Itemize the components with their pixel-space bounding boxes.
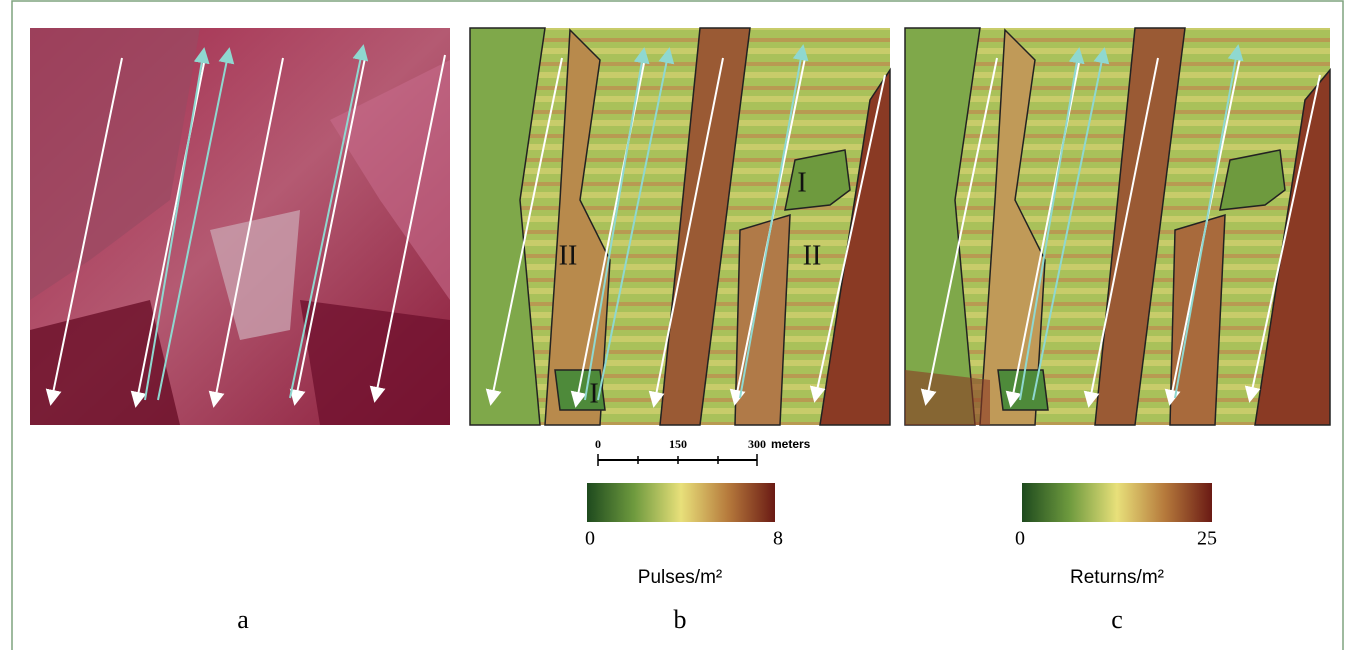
panel-label: b: [674, 605, 687, 634]
scale-tick: 0: [595, 437, 601, 451]
panel-c-image: [904, 27, 1331, 426]
colorbar-unit: Returns/m²: [1070, 567, 1164, 588]
colorbar-c: 0 25 Returns/m²: [1015, 483, 1217, 588]
panel-b-image: II I II I: [469, 27, 891, 426]
colorbar-max: 8: [773, 528, 783, 550]
colorbar-min: 0: [585, 528, 595, 550]
scale-tick: 300: [748, 437, 766, 451]
zone-label: I: [589, 378, 598, 409]
zone-label: II: [803, 240, 822, 271]
scale-tick: 150: [669, 437, 687, 451]
frame: [11, 0, 1344, 655]
zone-label: II: [559, 240, 578, 271]
colorbar-unit: Pulses/m²: [638, 567, 722, 588]
panel-a-image: [30, 28, 450, 425]
scale-bar: 0 150 300 meters: [595, 437, 811, 466]
panel-label: c: [1111, 605, 1123, 634]
panel-label: a: [237, 605, 249, 634]
colorbar-max: 25: [1197, 528, 1217, 550]
colorbar-b: 0 8 Pulses/m²: [585, 483, 783, 588]
zone-label: I: [797, 167, 806, 198]
scale-unit: meters: [771, 437, 811, 451]
colorbar-min: 0: [1015, 528, 1025, 550]
